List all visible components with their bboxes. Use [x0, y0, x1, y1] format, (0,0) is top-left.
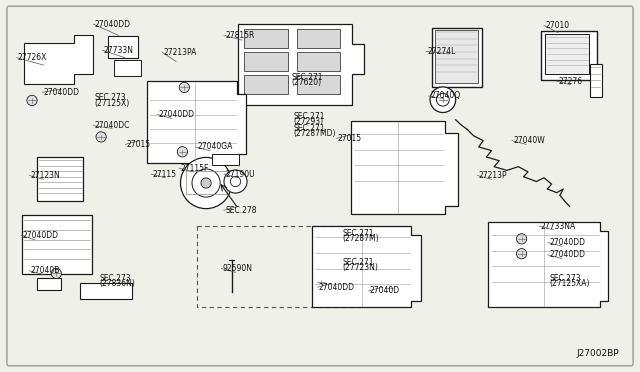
Text: SEC.273: SEC.273	[99, 274, 131, 283]
Circle shape	[180, 157, 232, 209]
Text: 27115: 27115	[152, 170, 177, 179]
Text: 27015: 27015	[127, 140, 151, 149]
Circle shape	[516, 248, 527, 259]
Text: 27213PA: 27213PA	[163, 48, 196, 57]
Circle shape	[316, 277, 326, 287]
Text: SEC.271: SEC.271	[293, 124, 324, 133]
Text: (27723N): (27723N)	[342, 263, 378, 272]
Text: SEC.271: SEC.271	[342, 258, 374, 267]
Circle shape	[384, 283, 394, 294]
Bar	[37, 157, 83, 201]
Circle shape	[201, 178, 211, 188]
Circle shape	[177, 147, 188, 157]
Bar	[545, 34, 589, 74]
Text: SEC.273: SEC.273	[95, 93, 126, 102]
Text: (27125XA): (27125XA)	[549, 279, 589, 288]
Text: 27040DC: 27040DC	[95, 121, 130, 130]
Text: 27040DD: 27040DD	[549, 250, 585, 259]
Text: 27040DD: 27040DD	[549, 238, 585, 247]
Bar	[435, 30, 478, 83]
Bar	[244, 29, 288, 48]
Text: 27040DD: 27040DD	[95, 20, 131, 29]
Text: 27040GA: 27040GA	[197, 142, 232, 151]
Circle shape	[192, 169, 220, 197]
Circle shape	[51, 268, 61, 279]
Circle shape	[430, 87, 456, 112]
Circle shape	[436, 93, 449, 106]
Text: 27040D: 27040D	[370, 286, 400, 295]
Polygon shape	[312, 226, 421, 307]
Bar	[590, 64, 602, 97]
Bar	[197, 226, 367, 307]
Circle shape	[516, 234, 527, 244]
Circle shape	[230, 176, 241, 187]
Polygon shape	[488, 222, 608, 307]
Bar	[432, 28, 482, 87]
Text: 27190U: 27190U	[225, 170, 255, 179]
Polygon shape	[147, 81, 246, 163]
Polygon shape	[238, 24, 364, 105]
Circle shape	[224, 170, 247, 193]
Text: (27287M): (27287M)	[342, 234, 379, 243]
Text: 27040Q: 27040Q	[430, 92, 460, 100]
Bar	[108, 36, 138, 58]
Text: (27620): (27620)	[291, 78, 321, 87]
Circle shape	[179, 82, 189, 93]
Text: 27115F: 27115F	[180, 164, 209, 173]
Circle shape	[96, 132, 106, 142]
Bar	[186, 171, 227, 194]
Text: 27040DD: 27040DD	[319, 283, 355, 292]
Text: (27836N): (27836N)	[99, 279, 135, 288]
Text: (27125X): (27125X)	[95, 99, 130, 108]
Text: 27040W: 27040W	[513, 136, 545, 145]
Text: 27276: 27276	[558, 77, 582, 86]
Text: 27040DD: 27040DD	[44, 88, 79, 97]
Bar	[212, 154, 239, 165]
Bar	[297, 75, 340, 94]
Bar	[80, 283, 132, 299]
Text: 27726X: 27726X	[18, 53, 47, 62]
FancyBboxPatch shape	[7, 6, 633, 366]
Text: 92590N: 92590N	[223, 264, 253, 273]
Text: 27733NA: 27733NA	[541, 222, 576, 231]
Bar	[37, 278, 61, 290]
Bar	[297, 52, 340, 71]
Bar	[244, 52, 288, 71]
Text: 27015: 27015	[338, 134, 362, 143]
Text: 27040DD: 27040DD	[159, 110, 195, 119]
Text: SEC.271: SEC.271	[291, 73, 323, 82]
Text: 27274L: 27274L	[428, 47, 456, 56]
Bar	[297, 29, 340, 48]
Text: 27733N: 27733N	[104, 46, 134, 55]
Text: 27040B: 27040B	[31, 266, 60, 275]
Bar	[114, 60, 141, 76]
Text: SEC.278: SEC.278	[225, 206, 257, 215]
Text: 27040DD: 27040DD	[22, 231, 58, 240]
Text: SEC.271: SEC.271	[342, 229, 374, 238]
Polygon shape	[351, 121, 458, 214]
Bar	[22, 215, 92, 274]
Text: 27123N: 27123N	[31, 171, 60, 180]
Text: SEC.271: SEC.271	[293, 112, 324, 121]
Text: SEC.273: SEC.273	[549, 274, 580, 283]
Text: 27010: 27010	[545, 21, 570, 30]
Text: (27293): (27293)	[293, 117, 323, 126]
Circle shape	[27, 95, 37, 106]
Text: 27815R: 27815R	[225, 31, 255, 40]
Bar	[244, 75, 288, 94]
Bar	[541, 31, 597, 80]
Text: 27213P: 27213P	[479, 171, 508, 180]
Text: (27287MD): (27287MD)	[293, 129, 335, 138]
Polygon shape	[24, 35, 93, 84]
Text: J27002BP: J27002BP	[577, 349, 620, 358]
